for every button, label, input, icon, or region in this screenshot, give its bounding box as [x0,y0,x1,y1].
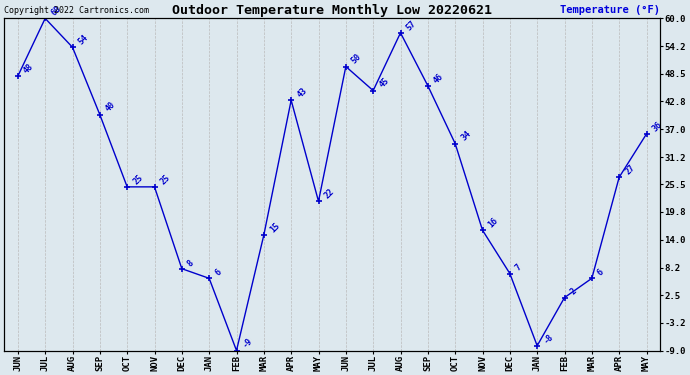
Text: Copyright 2022 Cartronics.com: Copyright 2022 Cartronics.com [4,6,149,15]
Text: 48: 48 [22,62,35,75]
Text: 15: 15 [268,221,282,234]
Text: 60: 60 [49,4,63,18]
Text: 2: 2 [569,287,579,297]
Text: 40: 40 [104,100,117,114]
Text: 54: 54 [77,33,90,46]
Text: 45: 45 [377,76,391,90]
Text: 25: 25 [159,172,172,186]
Text: 27: 27 [623,163,637,177]
Text: 6: 6 [596,268,606,278]
Text: 25: 25 [131,172,145,186]
Text: 57: 57 [404,19,418,32]
Text: 34: 34 [460,129,473,143]
Text: -8: -8 [542,332,555,345]
Text: 50: 50 [350,52,364,66]
Title: Outdoor Temperature Monthly Low 20220621: Outdoor Temperature Monthly Low 20220621 [172,4,492,17]
Text: -9: -9 [241,336,254,350]
Text: 22: 22 [323,187,336,201]
Text: 36: 36 [651,120,664,133]
Text: 8: 8 [186,258,196,268]
Text: 46: 46 [432,72,446,85]
Text: 16: 16 [486,216,500,229]
Text: 43: 43 [295,86,308,99]
Text: 7: 7 [514,263,524,273]
Text: 6: 6 [213,268,224,278]
Text: Temperature (°F): Temperature (°F) [560,5,660,15]
